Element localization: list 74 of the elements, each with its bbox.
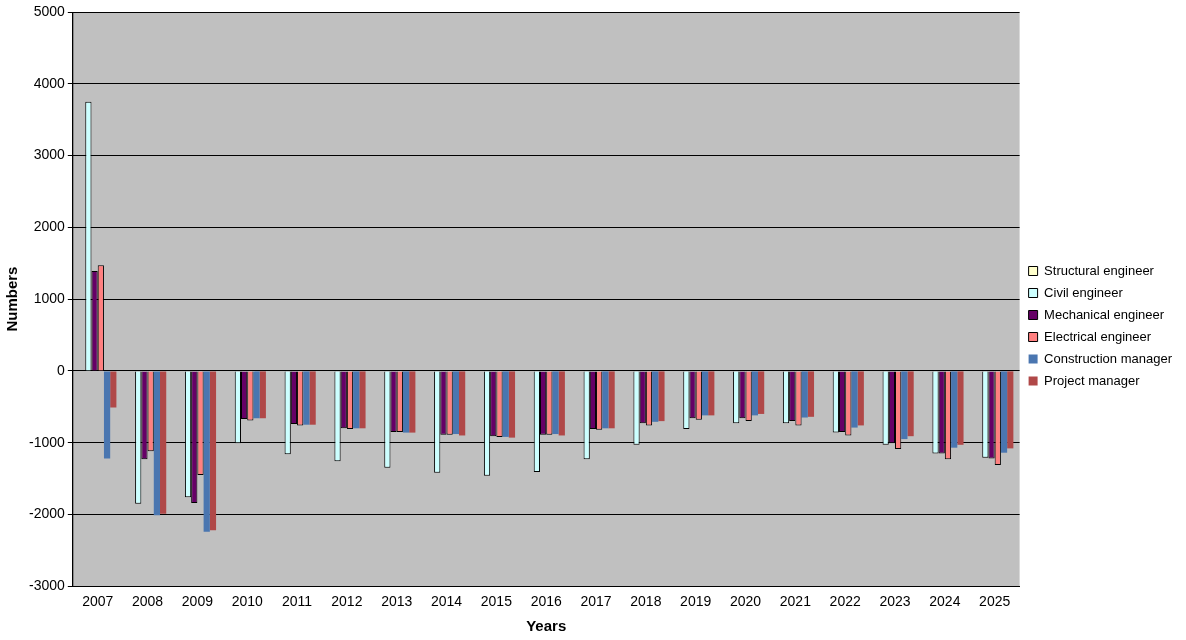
bar: [259, 371, 266, 419]
legend-label: Structural engineer: [1044, 262, 1155, 278]
bar: [309, 371, 316, 425]
x-tick-label: 2020: [729, 593, 762, 610]
x-tick-label: 2007: [82, 593, 114, 610]
y-tick-label: 2000: [33, 218, 66, 235]
x-tick-label: 2024: [929, 593, 961, 610]
bar: [452, 371, 459, 435]
bar: [857, 371, 864, 426]
x-tick-label: 2016: [530, 593, 562, 610]
bar: [359, 371, 366, 429]
y-axis-title: Numbers: [3, 266, 21, 332]
bar: [907, 371, 914, 437]
x-tick-label: 2013: [381, 593, 413, 610]
legend-label: Project manager: [1044, 372, 1141, 388]
bar: [652, 371, 659, 422]
bar: [110, 371, 117, 408]
legend-label: Civil engineer: [1044, 284, 1124, 300]
bar: [209, 371, 217, 531]
x-tick-label: 2019: [680, 593, 712, 610]
y-tick-label: 1000: [33, 289, 66, 306]
y-tick-label: -1000: [28, 433, 66, 450]
bar: [708, 371, 715, 416]
bar: [558, 371, 565, 436]
bar: [353, 371, 360, 429]
bar: [203, 371, 210, 532]
legend-label: Electrical engineer: [1044, 328, 1152, 344]
bar: [1000, 371, 1008, 453]
x-tick-label: 2017: [580, 593, 612, 610]
x-tick-label: 2021: [779, 593, 812, 610]
x-tick-label: 2010: [231, 593, 263, 610]
bar: [103, 371, 111, 459]
bar: [801, 371, 808, 418]
bar: [807, 371, 815, 417]
y-tick-label: 4000: [33, 74, 66, 91]
bar: [757, 371, 765, 414]
x-tick-label: 2008: [131, 593, 164, 610]
y-tick-label: -2000: [28, 505, 66, 522]
bar: [608, 371, 615, 429]
bar: [508, 371, 516, 438]
y-tick-label: 5000: [33, 2, 66, 19]
bar: [303, 371, 310, 425]
x-tick-label: 2022: [829, 593, 861, 610]
bar: [160, 371, 167, 514]
bar: [459, 371, 466, 436]
bar: [153, 371, 161, 516]
bar: [751, 371, 758, 416]
bar: [402, 371, 410, 433]
x-tick-label: 2015: [480, 593, 513, 610]
y-tick-label: -3000: [28, 577, 66, 594]
legend-label: Mechanical engineer: [1044, 306, 1165, 322]
x-tick-label: 2023: [879, 593, 911, 610]
x-tick-label: 2009: [181, 593, 214, 610]
x-tick-label: 2014: [430, 593, 463, 610]
bar: [701, 371, 709, 416]
bar: [502, 371, 509, 437]
legend-label: Construction manager: [1044, 350, 1173, 366]
x-axis-title: Years: [526, 617, 567, 635]
bar: [602, 371, 609, 429]
x-tick-label: 2011: [281, 593, 313, 610]
bar: [409, 371, 416, 433]
bar: [253, 371, 260, 419]
bar: [951, 371, 958, 448]
bar: [1007, 371, 1014, 449]
x-tick-label: 2012: [331, 593, 363, 610]
y-tick-label: 0: [57, 361, 66, 378]
y-tick-label: 3000: [33, 146, 66, 163]
bar: [901, 371, 908, 440]
bar: [957, 371, 964, 445]
bar: [851, 371, 858, 428]
bar: [658, 371, 665, 422]
x-tick-label: 2025: [979, 593, 1011, 610]
bar: [552, 371, 559, 435]
x-tick-label: 2018: [630, 593, 662, 610]
